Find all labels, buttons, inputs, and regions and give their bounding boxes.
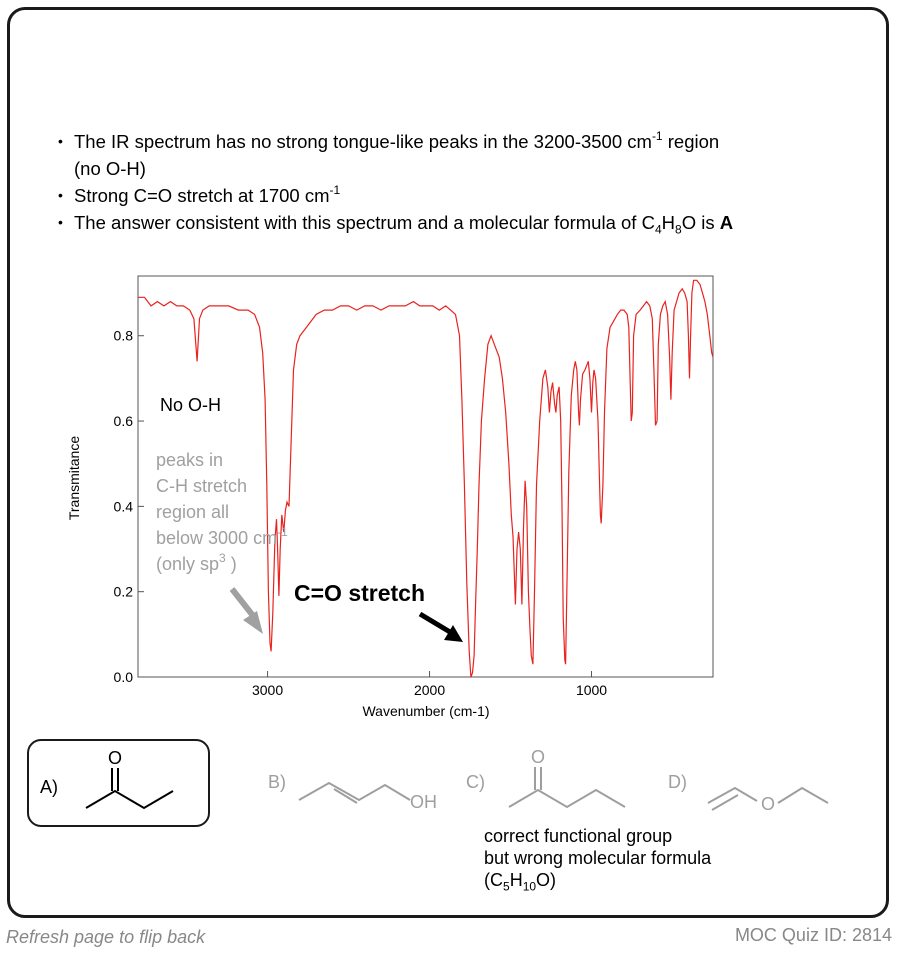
refresh-hint: Refresh page to flip back [6, 927, 206, 947]
explanation-bullets: The IR spectrum has no strong tongue-lik… [58, 128, 878, 236]
bullet-co-stretch: Strong C=O stretch at 1700 cm-1 [58, 182, 878, 209]
answer-letter: A [719, 212, 734, 233]
option-a-correct-box[interactable] [27, 739, 210, 827]
bullet-no-oh: The IR spectrum has no strong tongue-lik… [58, 128, 878, 182]
quiz-id: MOC Quiz ID: 2814 [734, 925, 892, 945]
bullet-answer: The answer consistent with this spectrum… [58, 209, 878, 236]
option-c-note: correct functional group but wrong molec… [484, 826, 712, 894]
